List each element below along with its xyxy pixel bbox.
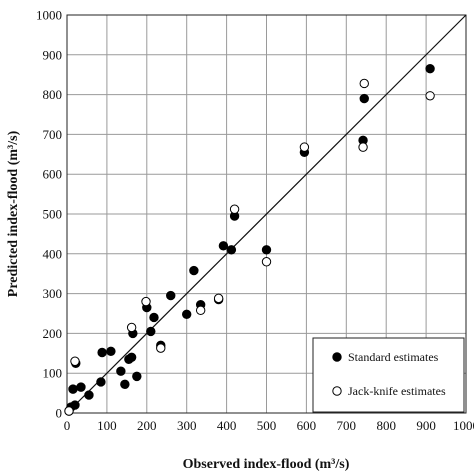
standard-estimate-point [116, 366, 126, 376]
x-tick-label: 200 [137, 418, 157, 433]
x-axis-tick-labels: 0 100 200 300 400 500 600 700 800 900 1000 [64, 418, 474, 433]
one-to-one-line [66, 14, 467, 414]
x-tick-label: 700 [337, 418, 357, 433]
standard-estimate-point [120, 379, 130, 390]
x-tick-label: 400 [217, 418, 237, 433]
legend-marker-standard [332, 352, 342, 362]
standard-estimate-point [359, 93, 369, 104]
standard-estimate-point [68, 384, 78, 394]
standard-estimate-point [149, 312, 159, 323]
standard-estimate-point [70, 400, 80, 410]
jackknife-estimate-point [126, 322, 137, 333]
jackknife-estimate-point [213, 293, 224, 304]
standard-estimate-point [132, 371, 142, 382]
standard-estimate-point [425, 64, 435, 74]
jackknife-estimate-point [156, 343, 166, 353]
standard-estimate-point [146, 326, 156, 337]
y-axis-tick-labels: 0 100 200 300 400 500 600 700 800 900 1000 [36, 8, 62, 421]
jackknife-estimate-point [359, 78, 369, 89]
standard-estimate-point [166, 290, 176, 301]
y-tick-label: 100 [43, 366, 63, 381]
jackknife-estimate-point [261, 257, 272, 267]
x-tick-label: 900 [416, 418, 436, 433]
x-tick-label: 1000 [453, 418, 474, 433]
y-tick-label: 400 [43, 246, 63, 261]
jackknife-estimate-point [141, 296, 151, 307]
y-axis-title: Predicted index-flood (m³/s) [6, 130, 21, 297]
jackknife-estimate-point [425, 91, 435, 101]
standard-estimate-point [106, 346, 116, 357]
jackknife-estimate-point [229, 204, 240, 214]
y-tick-label: 1000 [36, 8, 62, 23]
standard-estimate-point [189, 265, 199, 276]
plot-area-frame [66, 14, 467, 414]
standard-estimate-point [218, 241, 229, 251]
x-tick-label: 500 [257, 418, 277, 433]
y-tick-label: 200 [43, 326, 63, 341]
jackknife-estimate-point [70, 356, 80, 366]
legend: Standard estimates Jack-knife estimates [312, 337, 465, 413]
y-tick-label: 900 [43, 47, 63, 62]
x-tick-label: 100 [97, 418, 117, 433]
jackknife-estimate-point [64, 406, 74, 416]
data-points [64, 64, 435, 416]
standard-estimate-point [97, 347, 107, 358]
standard-estimate-point [126, 352, 137, 362]
y-tick-label: 0 [56, 406, 63, 421]
y-tick-label: 700 [43, 127, 63, 142]
jackknife-estimate-point [195, 305, 206, 316]
standard-estimate-point [226, 245, 237, 255]
x-axis-title: Observed index-flood (m³/s) [183, 457, 350, 472]
y-tick-label: 300 [43, 286, 63, 301]
jackknife-estimate-point [358, 142, 368, 152]
legend-label-jackknife: Jack-knife estimates [348, 384, 446, 398]
legend-marker-jackknife [332, 386, 342, 396]
standard-estimate-point [84, 390, 94, 400]
y-tick-label: 800 [43, 87, 63, 102]
y-tick-label: 600 [43, 167, 63, 182]
jackknife-estimate-point [299, 142, 310, 152]
x-tick-label: 0 [64, 418, 71, 433]
legend-label-standard: Standard estimates [348, 350, 439, 364]
standard-estimate-point [261, 245, 272, 255]
x-tick-label: 300 [177, 418, 197, 433]
standard-estimate-point [182, 309, 192, 319]
y-tick-label: 500 [43, 207, 63, 222]
x-tick-label: 600 [297, 418, 317, 433]
x-tick-label: 800 [376, 418, 396, 433]
standard-estimate-point [96, 377, 106, 387]
legend-box [312, 337, 465, 413]
standard-estimate-point [76, 382, 86, 392]
